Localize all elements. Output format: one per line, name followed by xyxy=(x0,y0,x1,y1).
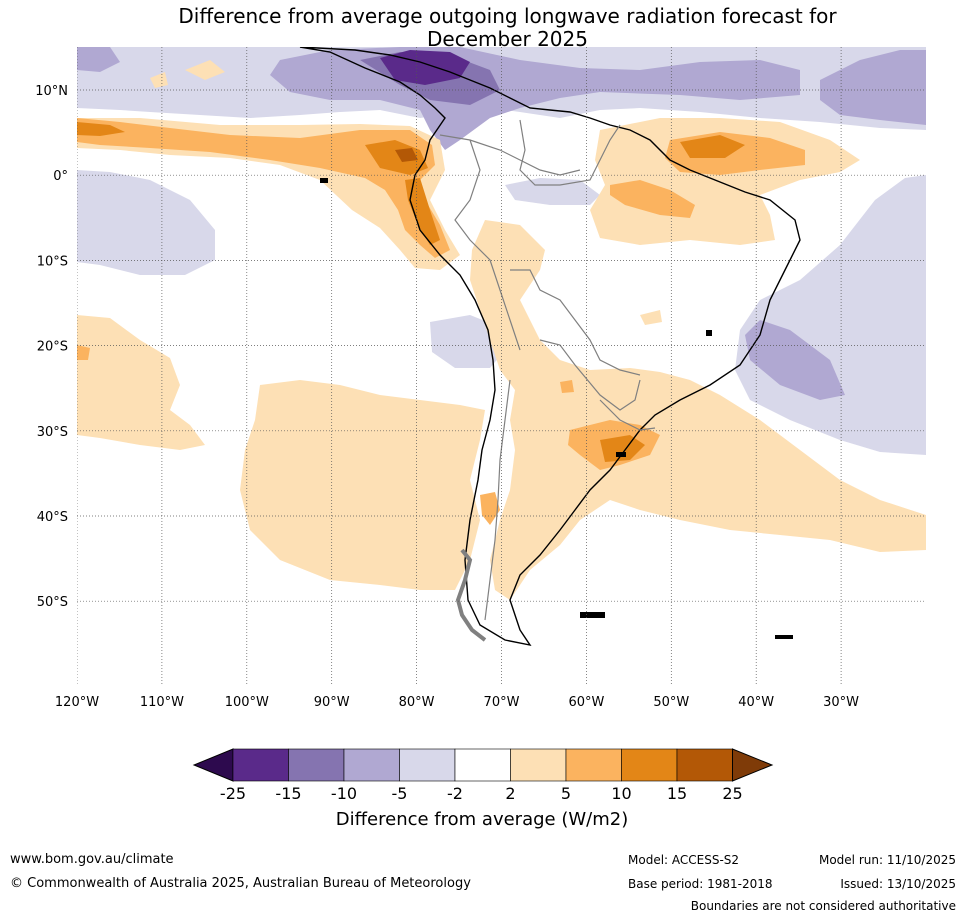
footer-website[interactable]: www.bom.gov.au/climate xyxy=(10,852,174,867)
latitude-labels: 10°N 0° 10°S 20°S 30°S 40°S 50°S xyxy=(35,84,68,610)
colorbar-tick-label: -25 xyxy=(220,784,246,803)
south-america-orange-region xyxy=(470,220,926,600)
lat-label: 10°N xyxy=(35,84,68,99)
lat-label: 30°S xyxy=(37,425,68,440)
small-orange-patch-3 xyxy=(640,310,662,325)
map-title: Difference from average outgoing longwav… xyxy=(0,5,965,51)
lon-label: 40°W xyxy=(738,695,774,710)
chile-fjord-coast xyxy=(455,548,487,642)
footer-copyright: © Commonwealth of Australia 2025, Austra… xyxy=(10,876,471,891)
galapagos-darkest-orange xyxy=(395,148,418,162)
southeast-pacific-west-orange xyxy=(77,315,205,450)
lat-label: 40°S xyxy=(37,510,68,525)
small-orange-patch-1 xyxy=(150,72,168,88)
lon-label: 100°W xyxy=(225,695,269,710)
colorbar-tick-label: -10 xyxy=(331,784,357,803)
east-amazon-mid-orange xyxy=(610,180,695,218)
colorbar-title: Difference from average (W/m2) xyxy=(336,809,628,830)
south-georgia xyxy=(775,635,793,639)
colorbar-bin xyxy=(343,748,400,782)
colorbar-bin xyxy=(454,748,511,782)
falkland-islands xyxy=(580,612,605,618)
longitude-labels: 120°W 110°W 100°W 90°W 80°W 70°W 60°W 50°W 40°W 3… xyxy=(55,695,859,710)
footer-model: Model: ACCESS-S2 xyxy=(628,853,740,867)
lat-label: 50°S xyxy=(37,595,68,610)
colorbar-bin xyxy=(510,748,567,782)
border-3 xyxy=(519,119,621,186)
colorbar-bin xyxy=(676,748,733,782)
border-7 xyxy=(599,399,656,431)
map-area xyxy=(77,47,926,684)
ecuador-dark-orange xyxy=(405,178,440,245)
lon-label: 60°W xyxy=(568,695,604,710)
colorbar-tick-label: -15 xyxy=(275,784,301,803)
lon-label: 80°W xyxy=(399,695,435,710)
lat-label: 0° xyxy=(53,169,68,184)
footer-model-run: Model run: 11/10/2025 xyxy=(818,853,956,867)
lon-label: 70°W xyxy=(484,695,520,710)
border-2 xyxy=(454,139,521,351)
uruguay-dark-orange xyxy=(600,435,645,462)
colorbar-tick-label: -2 xyxy=(447,784,463,803)
colorbar-extend-high xyxy=(732,748,774,782)
small-orange-patch-2 xyxy=(185,60,225,80)
brazil-coast-purple-patch xyxy=(745,320,845,400)
colorbar-tick-label: 15 xyxy=(667,784,687,803)
country-borders xyxy=(439,119,656,621)
colorbar-bin xyxy=(232,748,289,782)
west-mid-orange xyxy=(77,345,90,360)
colorbar-tick-label: 10 xyxy=(611,784,631,803)
lon-label: 50°W xyxy=(653,695,689,710)
colorbar: -25 -15 -10 -5 -2 2 5 10 15 25 xyxy=(192,748,774,803)
colorbar-tick-label: 2 xyxy=(505,784,515,803)
galapagos-islands xyxy=(320,178,328,183)
northwest-purple-patch xyxy=(77,47,120,72)
tropical-atlantic-purple-patch xyxy=(820,50,926,125)
gridlines xyxy=(77,47,926,684)
colorbar-extend-low xyxy=(192,748,234,782)
colorbar-bin xyxy=(565,748,622,782)
lon-label: 30°W xyxy=(823,695,859,710)
east-pacific-purple-patch xyxy=(77,170,215,275)
border-4 xyxy=(510,269,641,376)
lon-label: 110°W xyxy=(140,695,184,710)
lagoon-marker xyxy=(616,452,626,457)
border-6 xyxy=(484,379,511,621)
lat-label: 20°S xyxy=(37,340,68,355)
lat-label: 10°S xyxy=(37,254,68,269)
strong-positive-regions xyxy=(77,122,745,462)
colorbar-bin xyxy=(288,748,345,782)
equatorial-pacific-mid-orange xyxy=(77,118,450,258)
patagonia-mid-orange xyxy=(480,492,500,525)
title-line-1: Difference from average outgoing longwav… xyxy=(178,4,837,28)
colorbar-bin xyxy=(399,748,456,782)
atlantic-island xyxy=(706,330,712,336)
colorbar-bin xyxy=(621,748,678,782)
lon-label: 90°W xyxy=(314,695,350,710)
colorbar-tick-label: 5 xyxy=(561,784,571,803)
footer-base-period: Base period: 1981-2018 xyxy=(628,877,773,891)
border-5 xyxy=(539,339,641,411)
islands xyxy=(320,178,793,639)
west-dark-orange xyxy=(77,122,125,136)
caribbean-dark-purple xyxy=(380,50,470,85)
colorbar-tick-label: 25 xyxy=(722,784,742,803)
lon-label: 120°W xyxy=(55,695,99,710)
footer-disclaimer: Boundaries are not considered authoritat… xyxy=(690,899,956,913)
small-mid-orange xyxy=(560,380,574,393)
southeast-pacific-central-orange xyxy=(240,380,485,590)
title-line-2: December 2025 xyxy=(427,27,588,51)
strong-negative-regions xyxy=(360,50,500,105)
guiana-dark-orange xyxy=(680,135,745,158)
colorbar-tick-label: -5 xyxy=(392,784,408,803)
amazon-purple-patch xyxy=(505,178,600,205)
footer-issued: Issued: 13/10/2025 xyxy=(840,877,956,891)
